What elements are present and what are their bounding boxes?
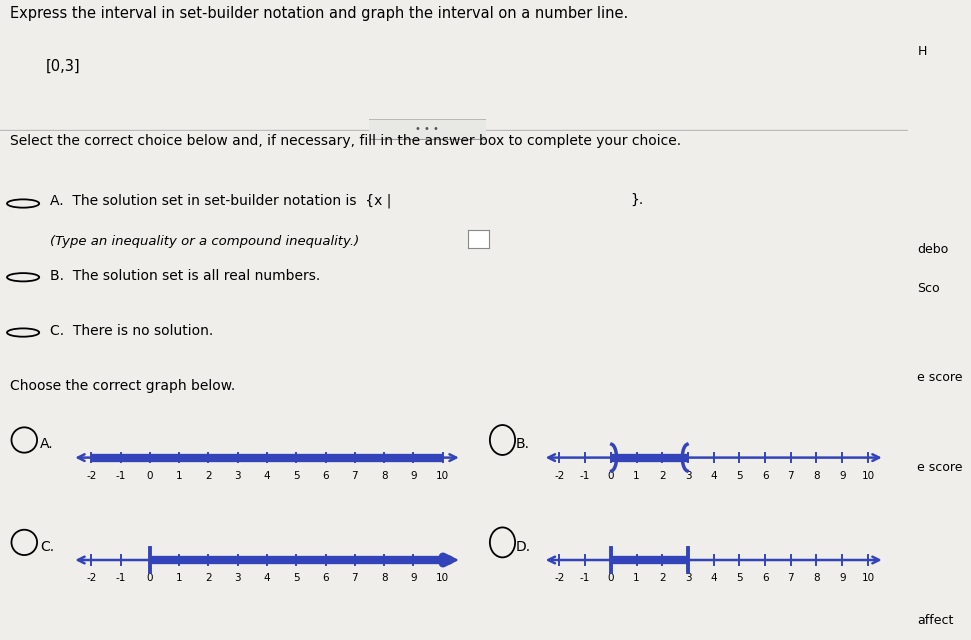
Text: 8: 8 xyxy=(381,573,387,584)
Text: 7: 7 xyxy=(787,573,794,584)
Text: debo: debo xyxy=(918,243,949,256)
Text: 4: 4 xyxy=(264,573,270,584)
Text: (Type an inequality or a compound inequality.): (Type an inequality or a compound inequa… xyxy=(50,235,359,248)
Text: 7: 7 xyxy=(352,471,358,481)
Text: -1: -1 xyxy=(580,471,590,481)
Text: 1: 1 xyxy=(633,573,640,584)
Text: Select the correct choice below and, if necessary, fill in the answer box to com: Select the correct choice below and, if … xyxy=(10,134,681,148)
Text: 7: 7 xyxy=(352,573,358,584)
Text: 5: 5 xyxy=(736,471,743,481)
Text: 9: 9 xyxy=(839,471,846,481)
Text: 10: 10 xyxy=(436,471,450,481)
Text: -2: -2 xyxy=(86,573,96,584)
Text: 0: 0 xyxy=(147,573,153,584)
FancyBboxPatch shape xyxy=(365,119,489,140)
Text: C.  There is no solution.: C. There is no solution. xyxy=(50,324,214,339)
Text: B.: B. xyxy=(516,437,529,451)
Text: • • •: • • • xyxy=(416,124,439,134)
Text: 4: 4 xyxy=(711,471,717,481)
Text: 0: 0 xyxy=(147,471,153,481)
Text: Choose the correct graph below.: Choose the correct graph below. xyxy=(10,379,235,393)
Text: -1: -1 xyxy=(116,573,126,584)
Text: Express the interval in set-builder notation and graph the interval on a number : Express the interval in set-builder nota… xyxy=(10,6,628,21)
Text: 5: 5 xyxy=(736,573,743,584)
Text: 3: 3 xyxy=(234,471,241,481)
Text: 1: 1 xyxy=(176,573,183,584)
Text: A.  The solution set in set-builder notation is  {x |: A. The solution set in set-builder notat… xyxy=(50,193,391,207)
Text: 3: 3 xyxy=(685,471,691,481)
Text: 8: 8 xyxy=(813,573,820,584)
Text: 4: 4 xyxy=(264,471,270,481)
Text: 9: 9 xyxy=(410,573,417,584)
Text: -2: -2 xyxy=(554,471,565,481)
Text: 3: 3 xyxy=(234,573,241,584)
Text: 2: 2 xyxy=(205,573,212,584)
Text: 8: 8 xyxy=(813,471,820,481)
Text: D.: D. xyxy=(516,540,531,554)
Text: 10: 10 xyxy=(861,471,875,481)
Text: 2: 2 xyxy=(659,471,665,481)
Text: B.  The solution set is all real numbers.: B. The solution set is all real numbers. xyxy=(50,269,320,283)
Text: 6: 6 xyxy=(322,471,329,481)
Text: 9: 9 xyxy=(839,573,846,584)
Text: -1: -1 xyxy=(580,573,590,584)
Text: C.: C. xyxy=(40,540,54,554)
Text: 7: 7 xyxy=(787,471,794,481)
Text: 5: 5 xyxy=(293,573,300,584)
Text: 4: 4 xyxy=(711,573,717,584)
Text: 6: 6 xyxy=(762,573,768,584)
Text: }.: }. xyxy=(630,193,644,207)
Text: -2: -2 xyxy=(554,573,565,584)
Text: H: H xyxy=(918,45,926,58)
Text: 2: 2 xyxy=(205,471,212,481)
Text: e score: e score xyxy=(918,371,963,384)
Text: e score: e score xyxy=(918,461,963,474)
Text: [0,3]: [0,3] xyxy=(46,59,80,74)
Text: Sco: Sco xyxy=(918,282,940,294)
Text: 1: 1 xyxy=(176,471,183,481)
Text: 5: 5 xyxy=(293,471,300,481)
Text: 6: 6 xyxy=(762,471,768,481)
Text: 10: 10 xyxy=(861,573,875,584)
Text: 1: 1 xyxy=(633,471,640,481)
Text: 9: 9 xyxy=(410,471,417,481)
Text: -1: -1 xyxy=(116,471,126,481)
Text: 8: 8 xyxy=(381,471,387,481)
Text: 6: 6 xyxy=(322,573,329,584)
Text: -2: -2 xyxy=(86,471,96,481)
Text: 0: 0 xyxy=(608,471,614,481)
Text: 3: 3 xyxy=(685,573,691,584)
Text: affect: affect xyxy=(918,614,954,627)
Text: 0: 0 xyxy=(608,573,614,584)
Text: 10: 10 xyxy=(436,573,450,584)
Text: 2: 2 xyxy=(659,573,665,584)
Text: A.: A. xyxy=(40,437,53,451)
